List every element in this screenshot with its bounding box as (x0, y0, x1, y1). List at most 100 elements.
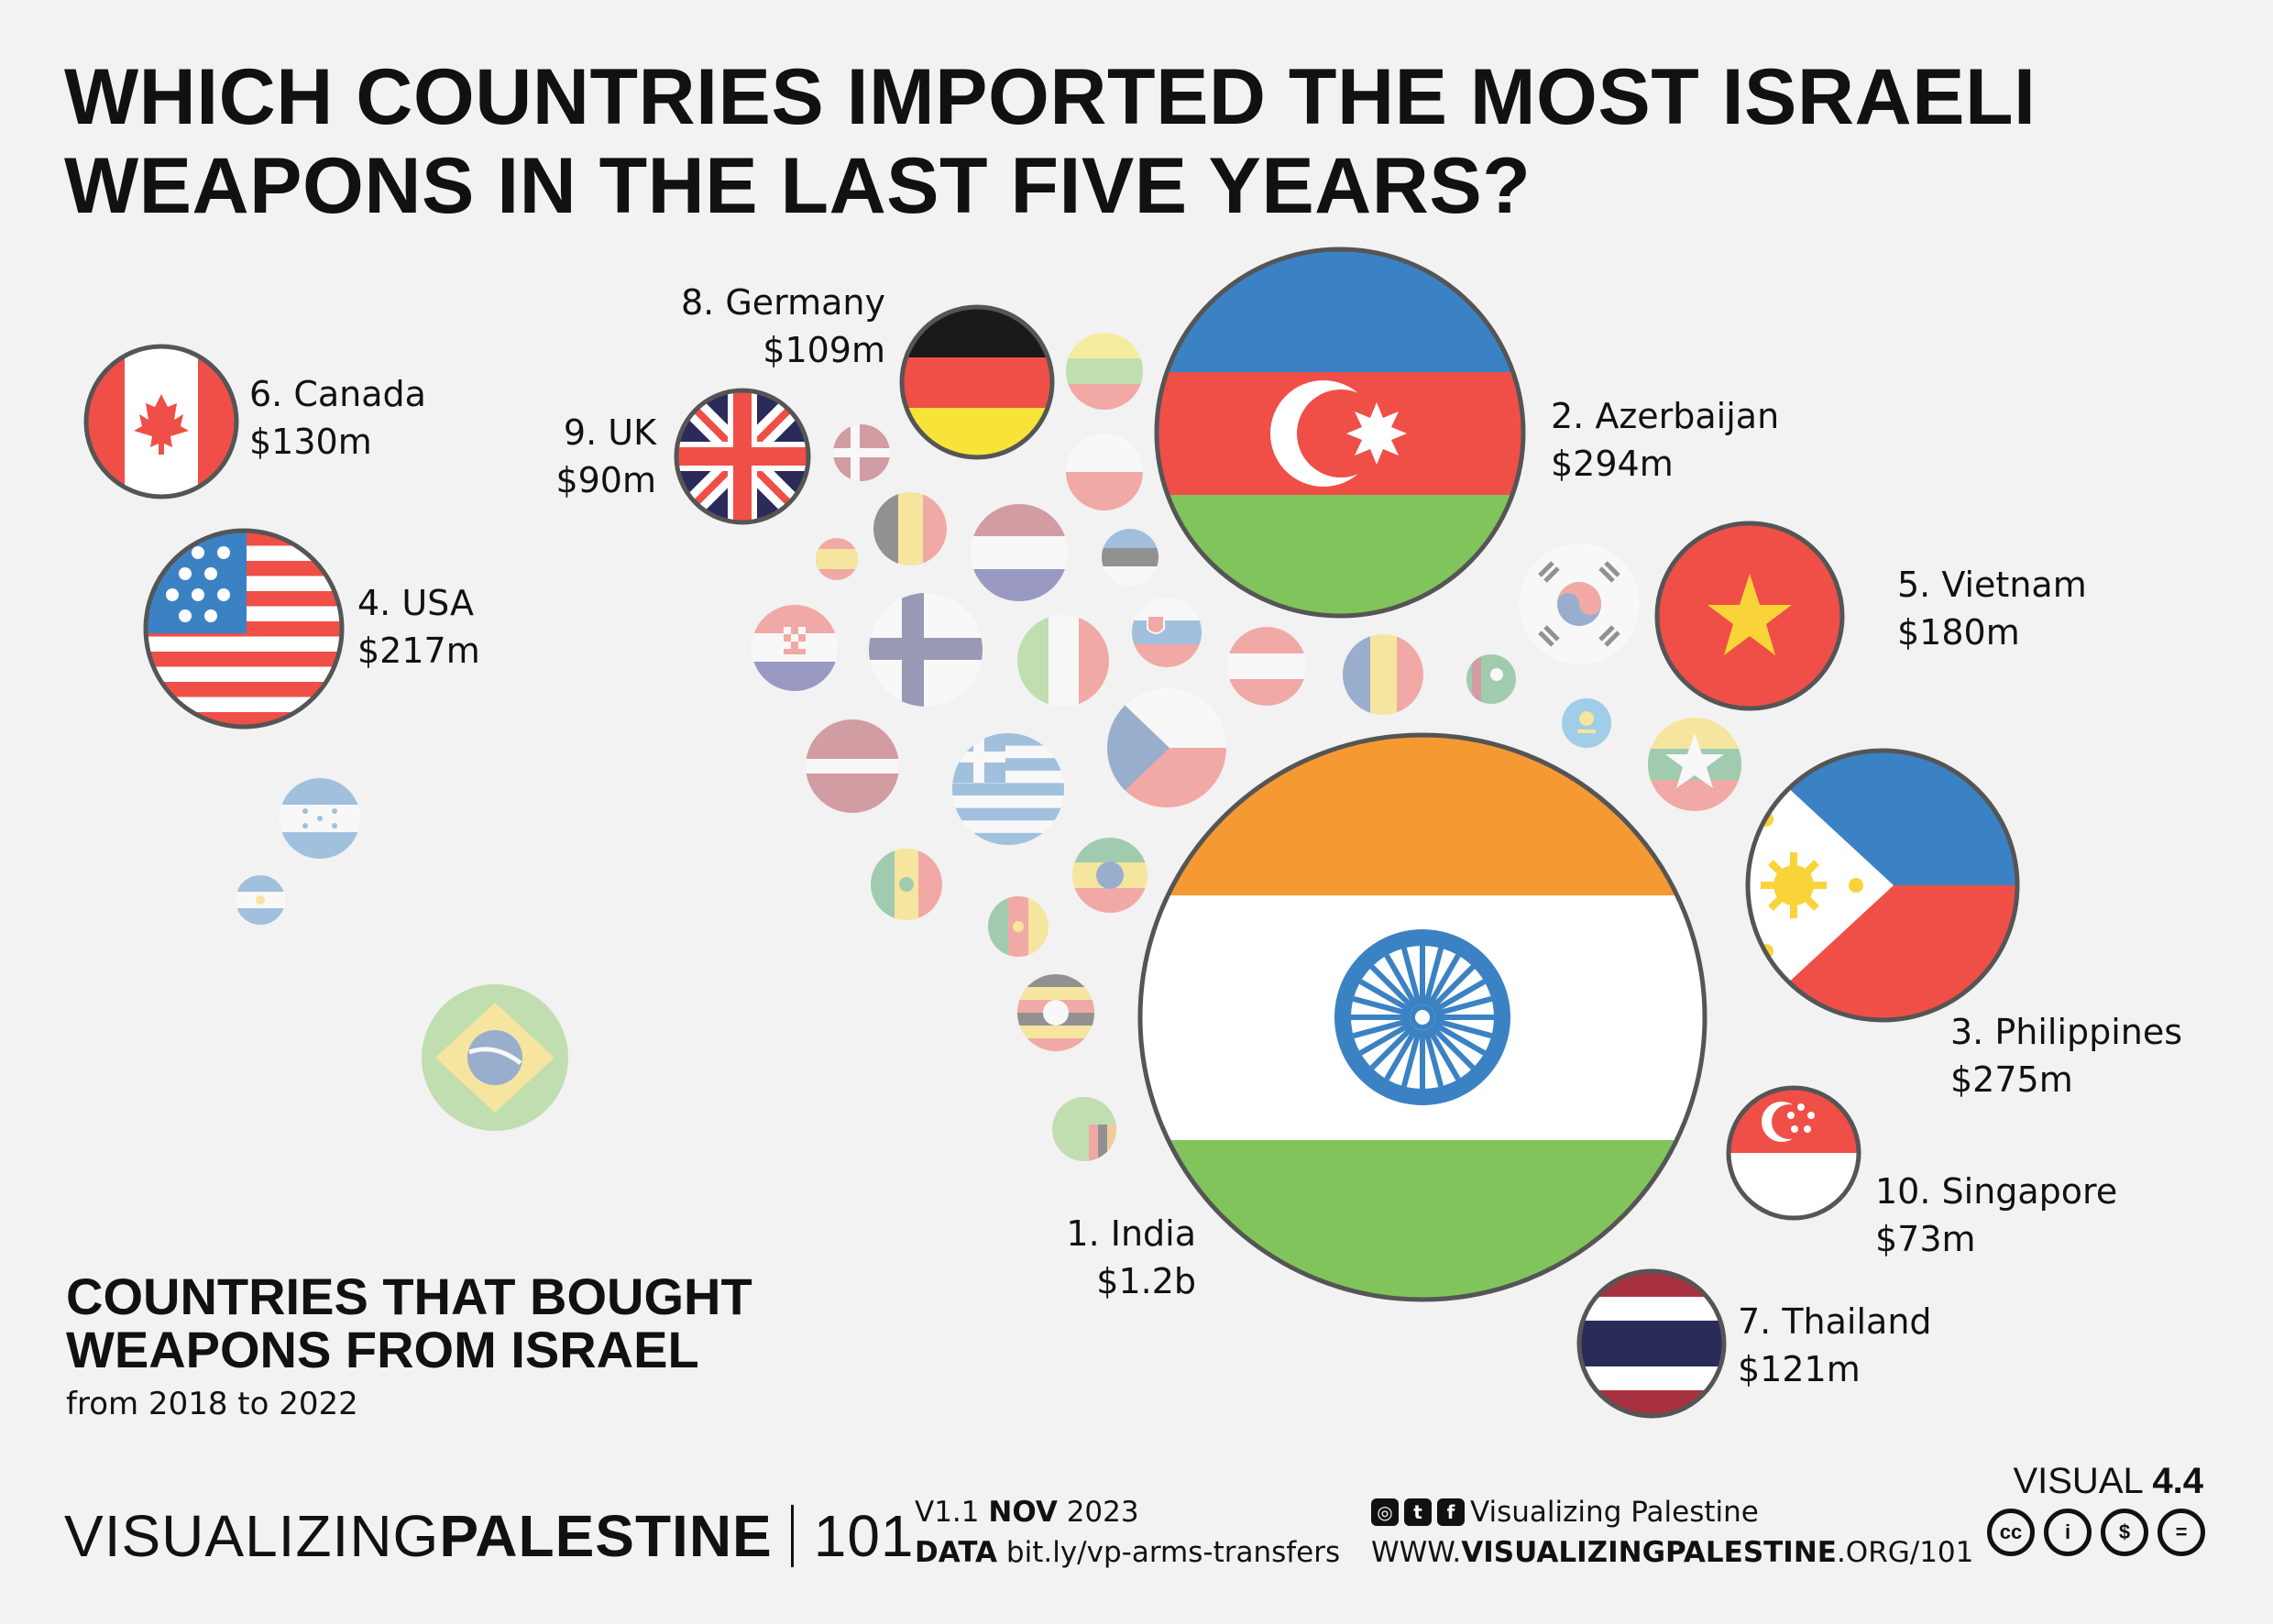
label-usa-country: 4. USA (357, 583, 474, 623)
label-india-country: 1. India (1066, 1213, 1196, 1254)
attribution-icon: i (2044, 1509, 2092, 1556)
social-info: ◎ t f Visualizing Palestine WWW.VISUALIZ… (1371, 1492, 1973, 1573)
bubble-turkmenistan (1466, 654, 1516, 704)
label-uk-country: 9. UK (563, 412, 656, 453)
label-usa: 4. USA $217m (357, 579, 480, 675)
bubble-belgium (873, 492, 947, 565)
social-handle: Visualizing Palestine (1470, 1496, 1759, 1529)
label-azerbaijan: 2. Azerbaijan $294m (1551, 392, 1779, 488)
brand-number: 101 (813, 1503, 915, 1569)
noncommercial-icon: $ (2101, 1509, 2148, 1556)
data-source-link[interactable]: bit.ly/vp-arms-transfers (1005, 1536, 1341, 1569)
chart-subtitle: COUNTRIES THAT BOUGHT WEAPONS FROM ISRAE… (66, 1270, 752, 1377)
label-singapore-value: $73m (1875, 1219, 1976, 1259)
bubble-czech-republic (1107, 688, 1226, 807)
visual-num: 4.4 (2152, 1461, 2203, 1501)
bubble-slovakia (1132, 598, 1202, 667)
url-suffix: .ORG/101 (1836, 1536, 1974, 1569)
bubble-cameroon (988, 896, 1049, 957)
bubble-honduras (280, 778, 360, 859)
bubble-el-salvador (236, 875, 285, 925)
label-germany: 8. Germany $109m (605, 279, 885, 374)
bubble-brazil (422, 984, 568, 1131)
brand-light: VISUALIZING (64, 1503, 440, 1569)
bubble-austria (1227, 627, 1306, 706)
visual-label: VISUAL (2013, 1461, 2143, 1501)
data-source-line: DATA bit.ly/vp-arms-transfers (915, 1532, 1340, 1573)
bubble-finland (869, 593, 983, 707)
version-line: V1.1 NOV 2023 (915, 1492, 1340, 1532)
version: V1.1 (915, 1496, 980, 1529)
label-india: 1. India $1.2b (1008, 1210, 1196, 1305)
label-philippines-country: 3. Philippines (1950, 1012, 2183, 1052)
label-azerbaijan-country: 2. Azerbaijan (1551, 396, 1780, 436)
label-vietnam-country: 5. Vietnam (1897, 565, 2087, 605)
label-philippines: 3. Philippines $275m (1950, 1008, 2182, 1103)
bubble-canada (86, 346, 236, 497)
label-thailand-value: $121m (1738, 1349, 1861, 1389)
bubble-estonia (1102, 529, 1158, 586)
bubble-ethiopia (1072, 838, 1147, 913)
label-canada-country: 6. Canada (249, 374, 426, 414)
subtitle-line-1: COUNTRIES THAT BOUGHT (66, 1267, 752, 1325)
bubble-vietnam (1657, 523, 1842, 708)
bubble-denmark (833, 424, 890, 481)
label-germany-value: $109m (763, 330, 885, 370)
ashoka-chakra-icon (1334, 929, 1510, 1105)
website-link[interactable]: WWW.VISUALIZINGPALESTINE.ORG/101 (1371, 1532, 1973, 1573)
chart-title: WHICH COUNTRIES IMPORTED THE MOST ISRAEL… (64, 53, 2172, 231)
label-singapore: 10. Singapore $73m (1875, 1168, 2117, 1263)
title-line-1: WHICH COUNTRIES IMPORTED THE MOST ISRAEL… (64, 53, 2037, 141)
star-icon (1707, 574, 1792, 655)
url-domain: VISUALIZINGPALESTINE (1461, 1536, 1837, 1569)
bubble-zambia (1052, 1097, 1116, 1161)
label-uk-value: $90m (555, 460, 656, 500)
bubble-italy (1017, 615, 1109, 707)
date-range: from 2018 to 2022 (66, 1386, 358, 1422)
bubble-myanmar (1648, 718, 1741, 811)
bubble-netherlands (971, 504, 1068, 601)
bubble-latvia (806, 719, 899, 813)
label-india-value: $1.2b (1096, 1261, 1196, 1301)
bubble-senegal (871, 849, 942, 920)
brand-logo: VISUALIZING PALESTINE 101 (64, 1499, 915, 1573)
bubble-south-korea (1519, 543, 1640, 664)
data-label: DATA (915, 1536, 998, 1569)
version-info: V1.1 NOV 2023 DATA bit.ly/vp-arms-transf… (915, 1492, 1340, 1573)
url-prefix: WWW. (1371, 1536, 1462, 1569)
label-philippines-value: $275m (1950, 1059, 2073, 1100)
facebook-icon[interactable]: f (1437, 1498, 1465, 1526)
label-usa-value: $217m (357, 631, 480, 671)
subtitle-line-2: WEAPONS FROM ISRAEL (66, 1321, 699, 1378)
brand-divider (790, 1505, 794, 1567)
star-icon (1346, 402, 1407, 465)
label-azerbaijan-value: $294m (1551, 444, 1674, 484)
cc-icon: cc (1987, 1509, 2035, 1556)
brand-bold: PALESTINE (439, 1503, 773, 1569)
title-line-2: WEAPONS IN THE LAST FIVE YEARS? (64, 142, 1532, 230)
bubble-croatia (752, 605, 838, 691)
label-vietnam: 5. Vietnam $180m (1897, 561, 2087, 656)
label-uk: 9. UK $90m (513, 409, 656, 504)
instagram-icon[interactable]: ◎ (1371, 1498, 1399, 1526)
twitter-icon[interactable]: t (1404, 1498, 1432, 1526)
maple-leaf-icon (134, 394, 189, 455)
month: NOV (988, 1496, 1058, 1529)
visual-number: VISUAL 4.4 (2013, 1461, 2203, 1502)
label-thailand: 7. Thailand $121m (1738, 1298, 1932, 1393)
bubble-poland (1066, 433, 1143, 510)
bubble-uk (676, 390, 808, 522)
bubble-lithuania (1066, 333, 1143, 410)
bubble-spain (816, 538, 858, 580)
license-icons: cc i $ = (1987, 1509, 2205, 1556)
no-derivatives-icon: = (2158, 1509, 2205, 1556)
bubble-romania (1343, 634, 1423, 715)
label-germany-country: 8. Germany (681, 282, 885, 323)
label-canada: 6. Canada $130m (249, 370, 426, 466)
bubble-kazakhstan (1562, 698, 1611, 748)
label-vietnam-value: $180m (1897, 612, 2020, 653)
label-thailand-country: 7. Thailand (1738, 1301, 1932, 1342)
label-canada-value: $130m (249, 422, 372, 462)
bubble-greece (952, 733, 1064, 845)
